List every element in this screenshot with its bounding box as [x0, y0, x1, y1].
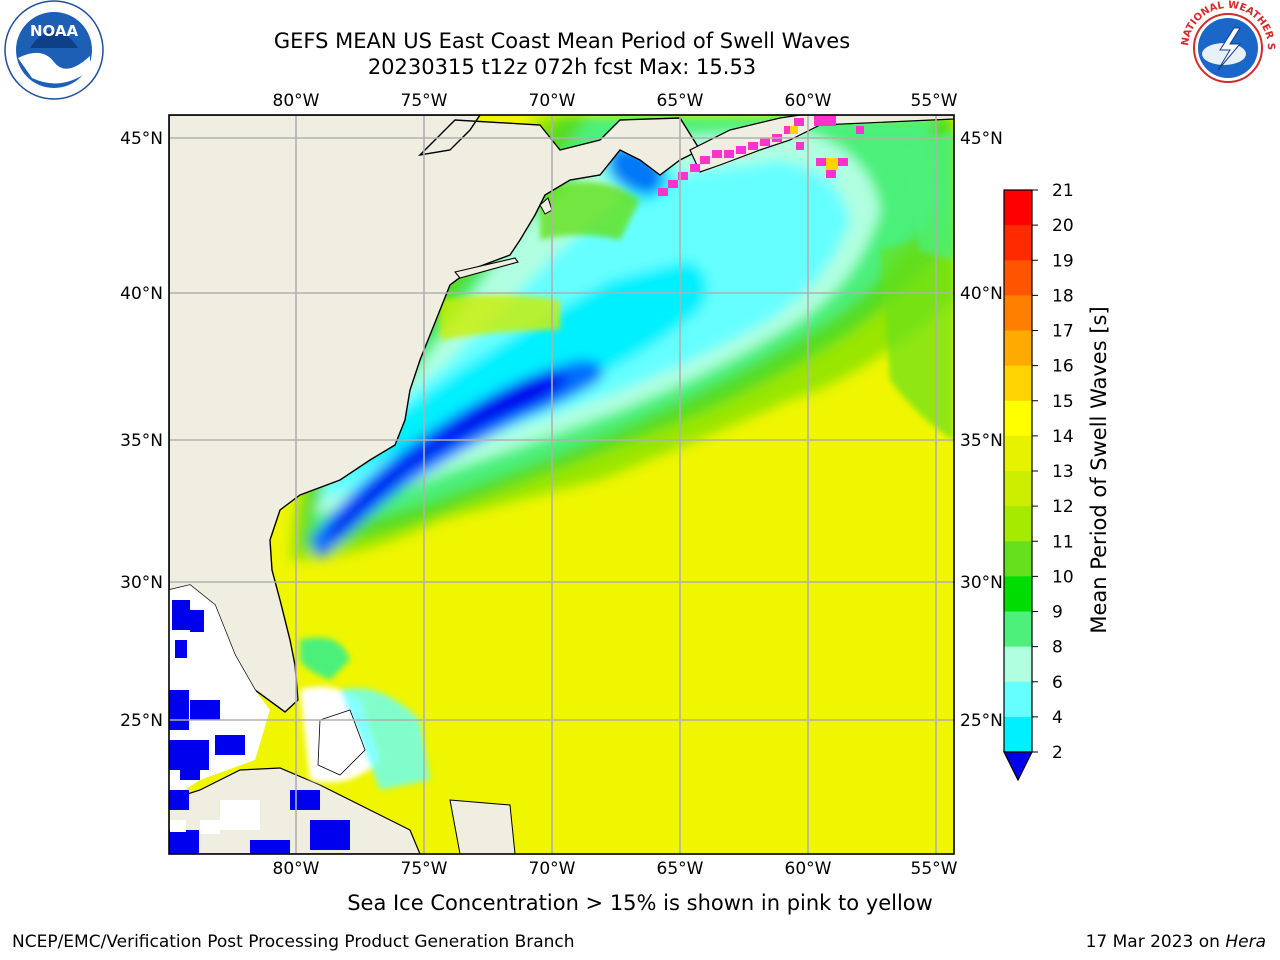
lat-tick-label: 35°N: [960, 431, 1003, 451]
colorbar-tick-label: 11: [1052, 532, 1074, 552]
lat-ticks-left: 45°N 40°N 35°N 30°N 25°N: [120, 129, 163, 731]
map-frame: [168, 114, 955, 855]
colorbar-tick-label: 17: [1052, 322, 1074, 342]
colorbar-band: [1004, 646, 1032, 683]
colorbar-tick-label: 12: [1052, 497, 1074, 517]
lat-tick-label: 25°N: [960, 711, 1003, 731]
lon-tick-label: 80°W: [273, 859, 320, 879]
lat-tick-label: 30°N: [960, 573, 1003, 593]
lon-tick-label: 55°W: [911, 91, 958, 111]
lat-tick-label: 30°N: [120, 573, 163, 593]
colorbar-band: [1004, 190, 1032, 226]
noaa-logo-text: NOAA: [30, 22, 79, 40]
colorbar-tick-label: 21: [1052, 181, 1074, 201]
map-plot-area: [169, 115, 954, 854]
lat-tick-label: 25°N: [120, 711, 163, 731]
lon-ticks-bottom: 80°W 75°W 70°W 65°W 60°W 55°W: [273, 859, 958, 879]
caption-text: Sea Ice Concentration > 15% is shown in …: [347, 891, 933, 915]
colorbar-band: [1004, 400, 1032, 437]
lat-tick-label: 45°N: [960, 129, 1003, 149]
colorbar-tick-label: 6: [1052, 673, 1063, 693]
footer-credit: NCEP/EMC/Verification Post Processing Pr…: [12, 932, 575, 952]
colorbar-tick-label: 15: [1052, 392, 1074, 412]
lat-tick-label: 40°N: [120, 284, 163, 304]
lon-ticks-top: 80°W 75°W 70°W 65°W 60°W 55°W: [273, 91, 958, 111]
colorbar-tick-labels: 21 20 19 18 17 16 15 14 13 12 11 10 9 8 6 4 2: [1032, 181, 1074, 763]
map-subtitle: 20230315 t12z 072h fcst Max: 15.53: [367, 55, 757, 79]
lon-tick-label: 65°W: [657, 859, 704, 879]
lon-tick-label: 60°W: [785, 91, 832, 111]
lat-tick-label: 35°N: [120, 431, 163, 451]
colorbar-tick-label: 16: [1052, 357, 1074, 377]
colorbar-band: [1004, 611, 1032, 648]
map-title: GEFS MEAN US East Coast Mean Period of S…: [273, 29, 851, 53]
noaa-logo: NOAA: [4, 0, 104, 100]
colorbar-band: [1004, 330, 1032, 367]
colorbar-band: [1004, 260, 1032, 296]
footer-host: Hera: [1225, 932, 1266, 952]
lat-ticks-right: 45°N 40°N 35°N 30°N 25°N: [960, 129, 1003, 731]
colorbar: [1003, 189, 1033, 782]
lon-tick-label: 60°W: [785, 859, 832, 879]
colorbar-band: [1004, 716, 1032, 753]
map-gridlines: [169, 115, 954, 854]
colorbar-tick-label: 4: [1052, 708, 1063, 728]
colorbar-band: [1004, 506, 1032, 542]
colorbar-band: [1004, 295, 1032, 331]
colorbar-tick-label: 19: [1052, 251, 1074, 271]
lat-tick-label: 45°N: [120, 129, 163, 149]
colorbar-band: [1004, 541, 1032, 577]
footer-date: 17 Mar 2023 on Hera: [1086, 932, 1266, 952]
colorbar-tick-label: 10: [1052, 567, 1074, 587]
footer-date-text: 17 Mar 2023 on: [1085, 932, 1226, 952]
colorbar-band: [1004, 681, 1032, 718]
colorbar-band: [1004, 435, 1032, 472]
lon-tick-label: 55°W: [911, 859, 958, 879]
lon-tick-label: 75°W: [401, 91, 448, 111]
colorbar-band: [1004, 471, 1032, 507]
colorbar-tick-label: 8: [1052, 638, 1063, 658]
colorbar-band: [1004, 225, 1032, 261]
sea-ice-caption: Sea Ice Concentration > 15% is shown in …: [0, 891, 1280, 915]
colorbar-tick-label: 9: [1052, 603, 1063, 623]
lon-tick-label: 70°W: [529, 859, 576, 879]
colorbar-tick-label: 18: [1052, 286, 1074, 306]
lon-tick-label: 65°W: [657, 91, 704, 111]
colorbar-tick-label: 20: [1052, 216, 1074, 236]
colorbar-tick-label: 2: [1052, 743, 1063, 763]
lat-tick-label: 40°N: [960, 284, 1003, 304]
colorbar-title: Mean Period of Swell Waves [s]: [1087, 306, 1111, 633]
colorbar-tick-label: 13: [1052, 462, 1074, 482]
nws-logo: NATIONAL WEATHER SERVICE: [1176, 0, 1276, 95]
lon-tick-label: 80°W: [273, 91, 320, 111]
lon-tick-label: 75°W: [401, 859, 448, 879]
colorbar-band: [1004, 365, 1032, 402]
lon-tick-label: 70°W: [529, 91, 576, 111]
colorbar-extension: [1003, 751, 1033, 782]
colorbar-tick-label: 14: [1052, 427, 1074, 447]
colorbar-band: [1004, 576, 1032, 612]
